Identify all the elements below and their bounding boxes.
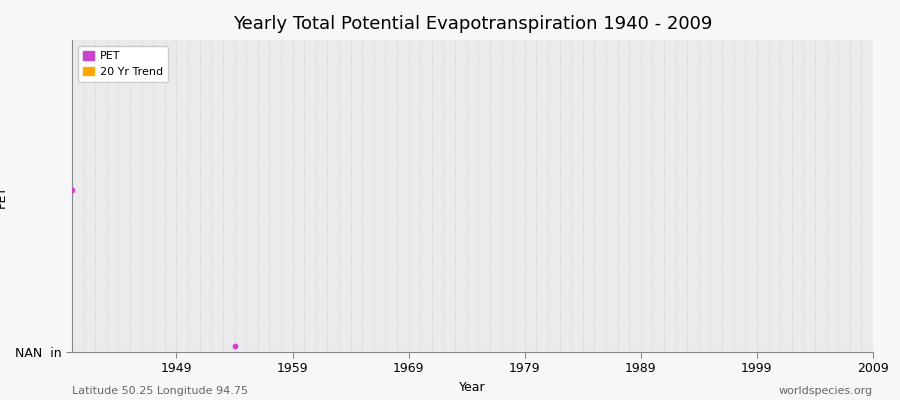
Text: Latitude 50.25 Longitude 94.75: Latitude 50.25 Longitude 94.75 [72, 386, 248, 396]
X-axis label: Year: Year [459, 381, 486, 394]
Title: Yearly Total Potential Evapotranspiration 1940 - 2009: Yearly Total Potential Evapotranspiratio… [233, 15, 712, 33]
Point [65, 186, 79, 193]
Point [228, 342, 242, 349]
Legend: PET, 20 Yr Trend: PET, 20 Yr Trend [77, 46, 168, 82]
Y-axis label: PET: PET [0, 184, 8, 208]
Text: worldspecies.org: worldspecies.org [778, 386, 873, 396]
